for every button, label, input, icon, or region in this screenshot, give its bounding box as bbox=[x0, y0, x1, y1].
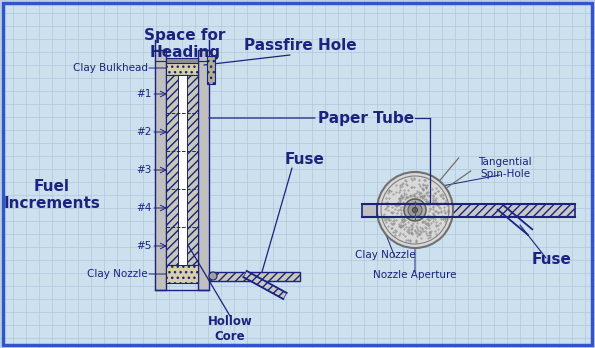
Circle shape bbox=[377, 172, 453, 248]
Text: Clay Nozzle: Clay Nozzle bbox=[355, 250, 416, 260]
Text: Passfire Hole: Passfire Hole bbox=[244, 38, 356, 53]
Text: #1: #1 bbox=[137, 89, 152, 99]
Bar bbox=[166, 75, 198, 265]
Bar bbox=[177, 75, 186, 265]
Bar bbox=[166, 58, 198, 63]
Bar bbox=[362, 204, 377, 216]
Circle shape bbox=[412, 207, 418, 213]
Text: Clay Bulkhead: Clay Bulkhead bbox=[73, 63, 148, 73]
Text: Fuse: Fuse bbox=[532, 253, 572, 268]
Bar bbox=[166, 61, 198, 75]
Text: Paper Tube: Paper Tube bbox=[318, 111, 414, 126]
Text: Space for
Heading: Space for Heading bbox=[145, 28, 226, 61]
Bar bbox=[450, 204, 575, 216]
Text: Fuse: Fuse bbox=[285, 152, 325, 167]
Bar bbox=[155, 50, 166, 290]
Bar bbox=[207, 56, 215, 84]
Text: #5: #5 bbox=[137, 241, 152, 251]
Polygon shape bbox=[243, 271, 287, 299]
Circle shape bbox=[408, 203, 422, 217]
Text: Nozzle Aperture: Nozzle Aperture bbox=[373, 270, 457, 280]
Circle shape bbox=[209, 272, 217, 280]
Bar bbox=[198, 50, 209, 290]
Text: #2: #2 bbox=[137, 127, 152, 137]
Text: Fuel
Increments: Fuel Increments bbox=[4, 179, 101, 211]
Bar bbox=[166, 265, 198, 283]
Text: Clay Nozzle: Clay Nozzle bbox=[87, 269, 148, 279]
Text: #3: #3 bbox=[137, 165, 152, 175]
Text: Tangential
Spin-Hole: Tangential Spin-Hole bbox=[478, 157, 532, 179]
Text: #4: #4 bbox=[137, 203, 152, 213]
Circle shape bbox=[404, 199, 426, 221]
Text: Hollow
Core: Hollow Core bbox=[208, 315, 252, 343]
Bar bbox=[209, 271, 300, 280]
